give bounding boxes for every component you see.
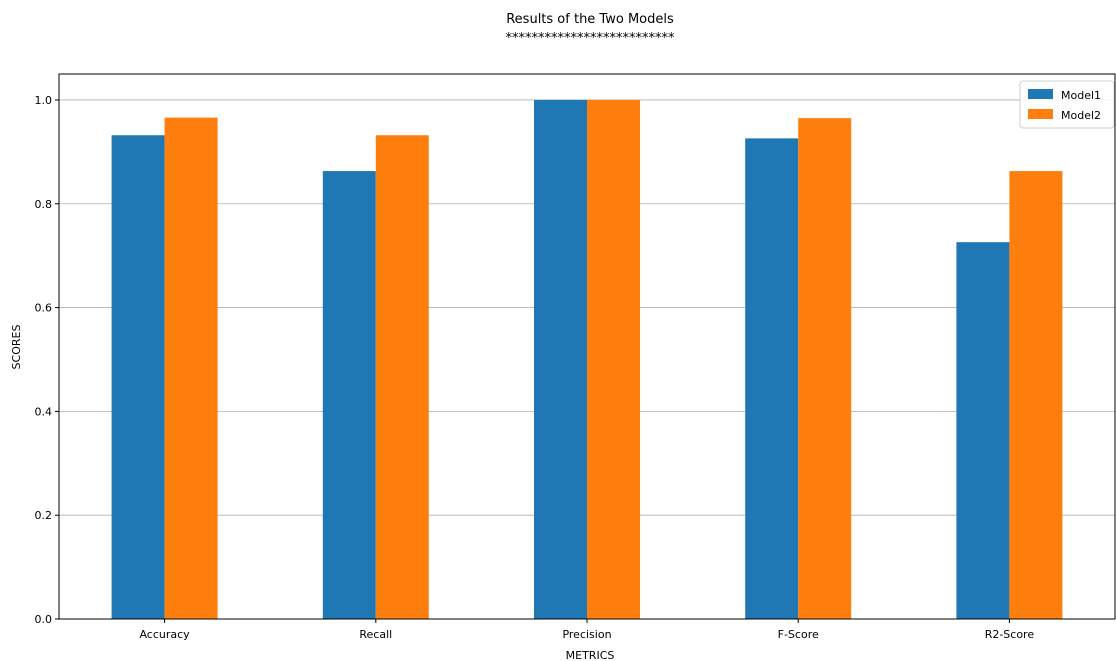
legend-swatch [1028, 89, 1053, 99]
y-axis-ticks: 0.0 0.2 0.4 0.6 0.8 1.0 [35, 94, 59, 626]
chart-subtitle: ************************** [506, 31, 676, 46]
legend-label: Model1 [1061, 89, 1101, 102]
bar-model2-precision [587, 99, 640, 619]
y-axis-label: SCORES [10, 325, 23, 370]
bar-model1-precision [534, 99, 587, 619]
bar-model2-f-score [798, 118, 852, 619]
bar-model1-r2-score [956, 242, 1010, 619]
bar-model1-recall [322, 171, 376, 620]
y-tick-label: 0.8 [35, 198, 53, 211]
legend-label: Model2 [1061, 109, 1101, 122]
y-tick-label: 0.0 [35, 613, 53, 626]
bar-model2-recall [375, 135, 429, 619]
chart-title: Results of the Two Models [506, 12, 674, 27]
x-axis-ticks: Accuracy Recall Precision F-Score R2-Score [139, 619, 1034, 641]
y-tick-label: 0.2 [35, 509, 53, 522]
bar-model2-accuracy [164, 117, 218, 619]
x-tick-label: R2-Score [985, 628, 1035, 641]
x-tick-label: Recall [359, 628, 392, 641]
y-tick-label: 1.0 [35, 94, 53, 107]
x-tick-label: F-Score [778, 628, 819, 641]
y-tick-label: 0.4 [35, 405, 53, 418]
x-tick-label: Accuracy [139, 628, 190, 641]
bar-model1-accuracy [111, 135, 165, 619]
bars [111, 99, 1063, 620]
bar-model1-f-score [745, 138, 799, 619]
x-axis-label: METRICS [566, 649, 615, 661]
legend-swatch [1028, 109, 1053, 119]
x-tick-label: Precision [562, 628, 611, 641]
bar-model2-r2-score [1009, 171, 1063, 620]
legend: Model1 Model2 [1019, 80, 1115, 129]
y-tick-label: 0.6 [35, 302, 53, 315]
